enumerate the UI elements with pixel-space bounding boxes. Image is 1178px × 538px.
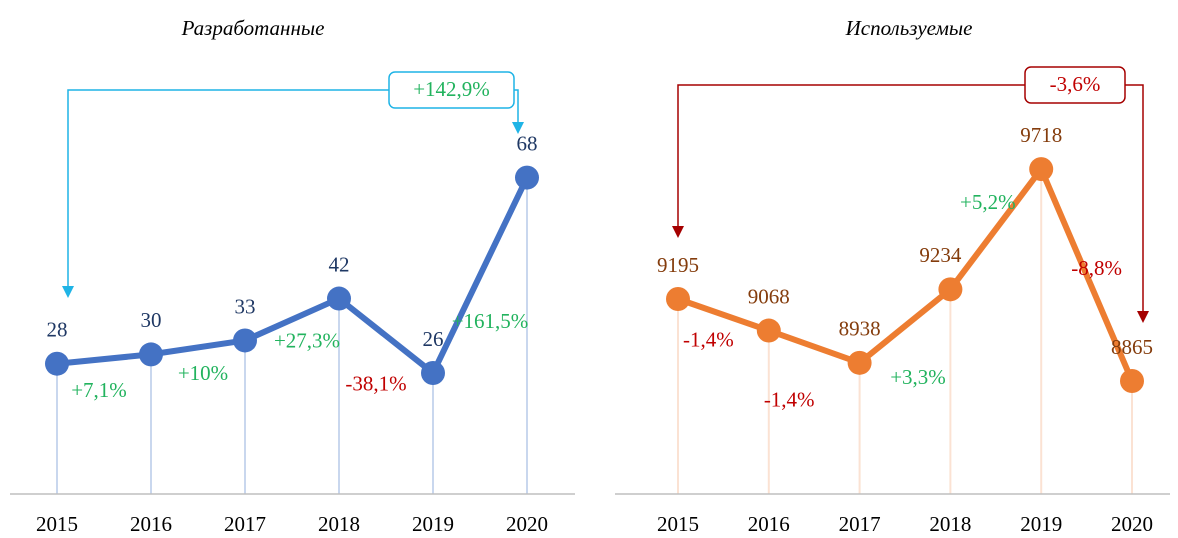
x-tick-label: 2018 — [929, 512, 971, 536]
arrow-head — [62, 286, 74, 298]
change-label: +161,5% — [452, 309, 529, 333]
point — [756, 318, 781, 343]
series-line — [677, 166, 1135, 383]
x-tick-label: 2016 — [748, 512, 790, 536]
series-line — [56, 176, 530, 377]
bracket — [1125, 84, 1144, 315]
value-label: 33 — [235, 294, 256, 318]
x-tick-label: 2020 — [1111, 512, 1153, 536]
change-label: -38,1% — [345, 372, 406, 396]
chart-title: Разработанные — [181, 16, 325, 40]
change-label: -1,4% — [683, 328, 734, 352]
value-label: 9718 — [1020, 123, 1062, 147]
x-tick-label: 2018 — [318, 512, 360, 536]
point — [515, 165, 539, 190]
x-tick-label: 2016 — [130, 512, 172, 536]
point — [139, 342, 163, 367]
arrow-head — [512, 122, 524, 134]
value-label: 9068 — [748, 284, 790, 308]
change-label: +3,3% — [890, 365, 946, 389]
value-label: 42 — [329, 252, 350, 276]
point — [666, 287, 690, 312]
point — [1120, 368, 1144, 393]
total-change-label: -3,6% — [1050, 72, 1101, 96]
total-change-label: +142,9% — [413, 77, 490, 101]
point — [233, 328, 257, 353]
value-label: 30 — [141, 308, 162, 332]
value-label: 28 — [47, 318, 68, 342]
point — [45, 351, 69, 376]
x-tick-label: 2019 — [412, 512, 454, 536]
value-label: 8865 — [1111, 335, 1153, 359]
bracket — [677, 84, 1025, 230]
point — [1029, 157, 1054, 182]
change-label: +27,3% — [274, 328, 340, 352]
arrow-head — [672, 226, 684, 238]
change-label: -1,4% — [764, 388, 815, 412]
bracket — [514, 89, 519, 126]
point — [421, 361, 445, 386]
x-tick-label: 2019 — [1020, 512, 1062, 536]
point — [938, 277, 963, 302]
change-label: -8,8% — [1071, 256, 1122, 280]
x-tick-label: 2015 — [657, 512, 699, 536]
value-label: 68 — [517, 131, 538, 155]
value-label: 9195 — [657, 253, 699, 277]
value-label: 8938 — [839, 317, 881, 341]
total-box — [388, 71, 515, 109]
value-label: 26 — [423, 327, 444, 351]
change-label: +5,2% — [960, 190, 1016, 214]
x-tick-label: 2020 — [506, 512, 548, 536]
point — [327, 286, 351, 311]
bracket — [67, 89, 389, 290]
value-label: 9234 — [919, 243, 962, 267]
change-label: +10% — [178, 361, 228, 385]
total-box — [1024, 66, 1126, 104]
chart-title: Используемые — [845, 16, 973, 40]
x-tick-label: 2015 — [36, 512, 78, 536]
change-label: +7,1% — [71, 378, 127, 402]
x-tick-label: 2017 — [839, 512, 881, 536]
arrow-head — [1137, 311, 1149, 323]
x-tick-label: 2017 — [224, 512, 266, 536]
point — [847, 350, 872, 375]
